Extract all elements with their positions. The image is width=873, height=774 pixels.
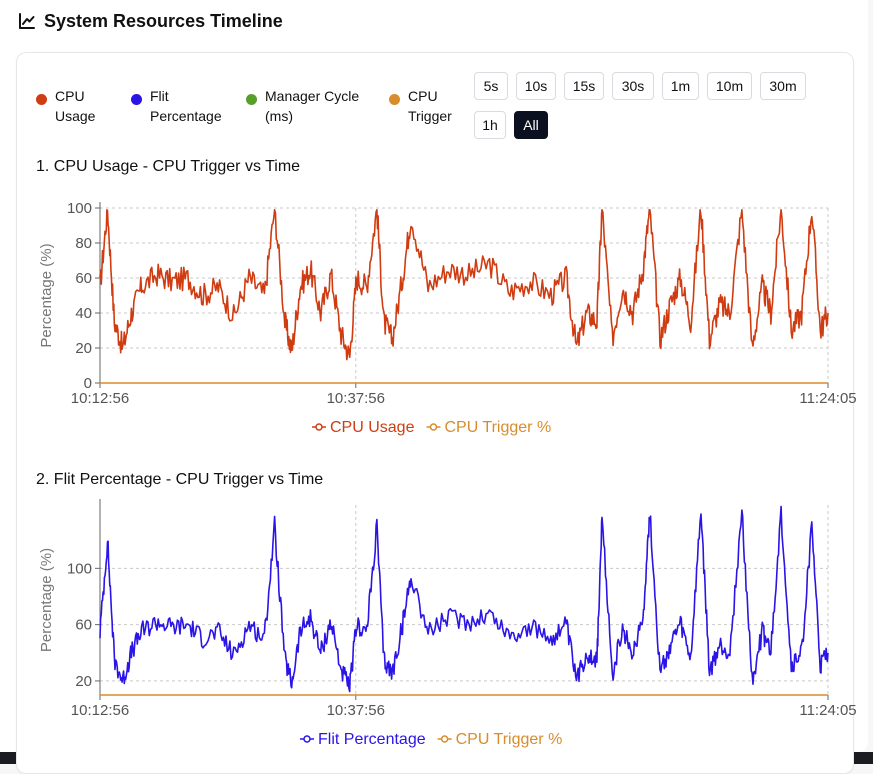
range-button-10m[interactable]: 10m xyxy=(707,72,752,100)
legend-label: Flit Percentage xyxy=(150,88,222,124)
x-tick-label: 10:37:56 xyxy=(327,390,385,407)
legend-entry[interactable]: CPU Trigger % xyxy=(444,419,551,436)
legend-item-cpu-trigger[interactable]: CPU Trigger xyxy=(389,86,469,126)
flit-percentage-chart: 20 60 100 10:12:56 10:37:56 11:24:05 Percentag… xyxy=(38,499,857,748)
legend-entry[interactable]: Flit Percentage xyxy=(318,731,426,748)
y-tick-label: 60 xyxy=(75,270,92,287)
line-chart-icon xyxy=(19,13,35,29)
legend-marker-icon xyxy=(440,735,449,743)
y-tick-label: 60 xyxy=(75,617,92,634)
range-button-30s[interactable]: 30s xyxy=(612,72,654,100)
legend-dot-icon xyxy=(131,94,142,105)
x-tick-label: 11:24:05 xyxy=(799,390,856,407)
y-tick-label: 100 xyxy=(67,200,92,217)
x-tick-label: 10:12:56 xyxy=(71,390,129,407)
range-button-all[interactable]: All xyxy=(514,111,548,139)
x-tick-label: 10:37:56 xyxy=(327,702,385,719)
legend-entry[interactable]: CPU Trigger % xyxy=(456,731,563,748)
legend-label: CPU Trigger xyxy=(408,88,452,124)
legend-marker-icon xyxy=(303,735,311,743)
legend-dot-icon xyxy=(389,94,400,105)
legend-item-cpu-usage[interactable]: CPU Usage xyxy=(36,86,116,126)
legend-label: Manager Cycle (ms) xyxy=(265,88,360,124)
legend-label: CPU Usage xyxy=(55,88,96,124)
range-button-1h[interactable]: 1h xyxy=(474,111,506,139)
range-button-30m[interactable]: 30m xyxy=(760,72,806,100)
legend-dot-icon xyxy=(246,94,257,105)
legend-dot-icon xyxy=(36,94,47,105)
legend-marker-icon xyxy=(315,423,323,431)
legend-item-manager-cycle[interactable]: Manager Cycle (ms) xyxy=(246,86,376,126)
legend-marker-icon xyxy=(429,423,438,431)
y-axis-label: Percentage (%) xyxy=(38,243,55,347)
legend-entry[interactable]: CPU Usage xyxy=(330,419,415,436)
x-tick-label: 11:24:05 xyxy=(799,702,856,719)
range-button-15s[interactable]: 15s xyxy=(564,72,604,100)
range-button-1m[interactable]: 1m xyxy=(662,72,699,100)
y-axis-label: Percentage (%) xyxy=(38,548,55,652)
y-tick-label: 20 xyxy=(75,340,92,357)
y-tick-label: 0 xyxy=(84,375,92,392)
range-button-10s[interactable]: 10s xyxy=(516,72,556,100)
x-tick-label: 10:12:56 xyxy=(71,702,129,719)
series-line xyxy=(99,208,829,361)
page-title: System Resources Timeline xyxy=(44,10,283,31)
series-line xyxy=(99,505,829,693)
range-button-5s[interactable]: 5s xyxy=(474,72,508,100)
y-tick-label: 40 xyxy=(75,305,92,322)
cpu-usage-chart: 0 20 40 60 80 100 10:12:56 10:37:56 11:24:05 Perc… xyxy=(38,200,857,436)
y-tick-label: 100 xyxy=(67,560,92,577)
chart-2-title: 2. Flit Percentage - CPU Trigger vs Time xyxy=(36,471,324,488)
y-tick-label: 80 xyxy=(75,235,92,252)
panel-header: System Resources Timeline xyxy=(18,10,283,32)
legend-item-flit-percentage[interactable]: Flit Percentage xyxy=(131,86,236,126)
chart-1-title: 1. CPU Usage - CPU Trigger vs Time xyxy=(36,158,301,175)
y-tick-label: 20 xyxy=(75,673,92,690)
